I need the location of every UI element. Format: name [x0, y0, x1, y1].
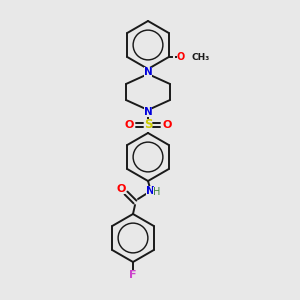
Text: N: N	[144, 67, 152, 77]
Text: O: O	[116, 184, 126, 194]
Text: CH₃: CH₃	[192, 52, 210, 62]
Text: N: N	[146, 186, 154, 196]
Text: O: O	[124, 120, 134, 130]
Text: O: O	[162, 120, 172, 130]
Text: N: N	[144, 107, 152, 117]
Text: F: F	[129, 270, 137, 280]
Text: H: H	[153, 187, 161, 197]
Text: O: O	[177, 52, 185, 62]
Text: S: S	[144, 118, 152, 131]
